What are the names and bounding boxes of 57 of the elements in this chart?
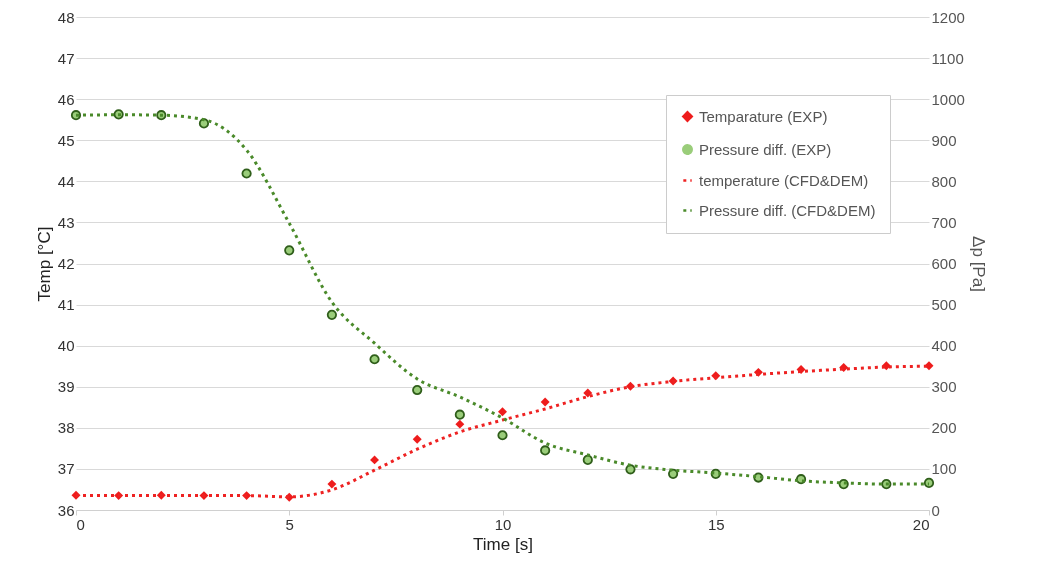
point	[497, 430, 508, 441]
x-tick-label: 10	[494, 515, 512, 533]
x-tick-label: 15	[707, 515, 725, 533]
y2-axis-title: Δp [Pa]	[968, 236, 988, 292]
y2-tick-label: 1200	[931, 8, 965, 26]
point	[583, 388, 593, 398]
y-axis-title: Temp [°C]	[34, 226, 54, 302]
point	[582, 454, 593, 465]
x-axis-title: Time [s]	[473, 534, 533, 554]
y-tick-label: 44	[57, 172, 75, 190]
y-tick-label: 43	[57, 213, 75, 231]
point	[326, 309, 337, 320]
x-tick-label: 20	[912, 515, 930, 533]
y2-tick-label: 100	[931, 460, 957, 478]
point	[540, 397, 550, 407]
y2-tick-label: 600	[931, 255, 957, 272]
y-tick-label: 37	[57, 460, 75, 478]
y2-tick-label: 1000	[931, 90, 965, 108]
point	[369, 354, 380, 365]
y2-tick-label: 300	[931, 378, 957, 396]
y-tick-label: 36	[57, 501, 75, 519]
x-tick-label: 0	[76, 515, 85, 533]
y-tick-label: 45	[57, 131, 75, 149]
y2-tick-label: 700	[931, 213, 957, 231]
y2-tick-label: 1100	[931, 49, 964, 67]
legend-label: Pressure diff. (CFD&DEM)	[699, 201, 876, 219]
point	[412, 384, 423, 396]
legend-label: Temparature (EXP)	[699, 107, 828, 125]
legend-label: temperature (CFD&DEM)	[699, 171, 869, 189]
x-tick-label: 5	[285, 515, 294, 533]
point	[923, 477, 935, 488]
point	[327, 479, 337, 489]
y-tick-label: 38	[57, 419, 75, 437]
y-tick-label: 42	[57, 255, 75, 272]
point	[498, 407, 507, 417]
y2-tick-label: 0	[931, 501, 940, 519]
point	[540, 445, 551, 456]
point	[412, 434, 422, 444]
y2-tick-label: 900	[931, 131, 957, 149]
point	[668, 468, 679, 479]
y2-tick-label: 800	[931, 172, 957, 190]
y2-tick-label: 400	[931, 337, 957, 355]
point	[241, 168, 252, 179]
point	[370, 455, 380, 465]
point	[454, 409, 465, 420]
y2-tick-label: 500	[931, 296, 957, 314]
y-tick-label: 47	[57, 49, 75, 67]
y-tick-label: 41	[57, 296, 75, 314]
point	[284, 245, 295, 256]
point	[455, 419, 465, 429]
point	[625, 464, 636, 475]
y-tick-label: 39	[57, 378, 75, 396]
y2-tick-label: 200	[931, 419, 957, 437]
y-tick-label: 46	[57, 90, 75, 108]
y-tick-label: 40	[57, 337, 75, 355]
legend-label: Pressure diff. (EXP)	[699, 140, 832, 158]
y-tick-label: 48	[57, 8, 75, 26]
